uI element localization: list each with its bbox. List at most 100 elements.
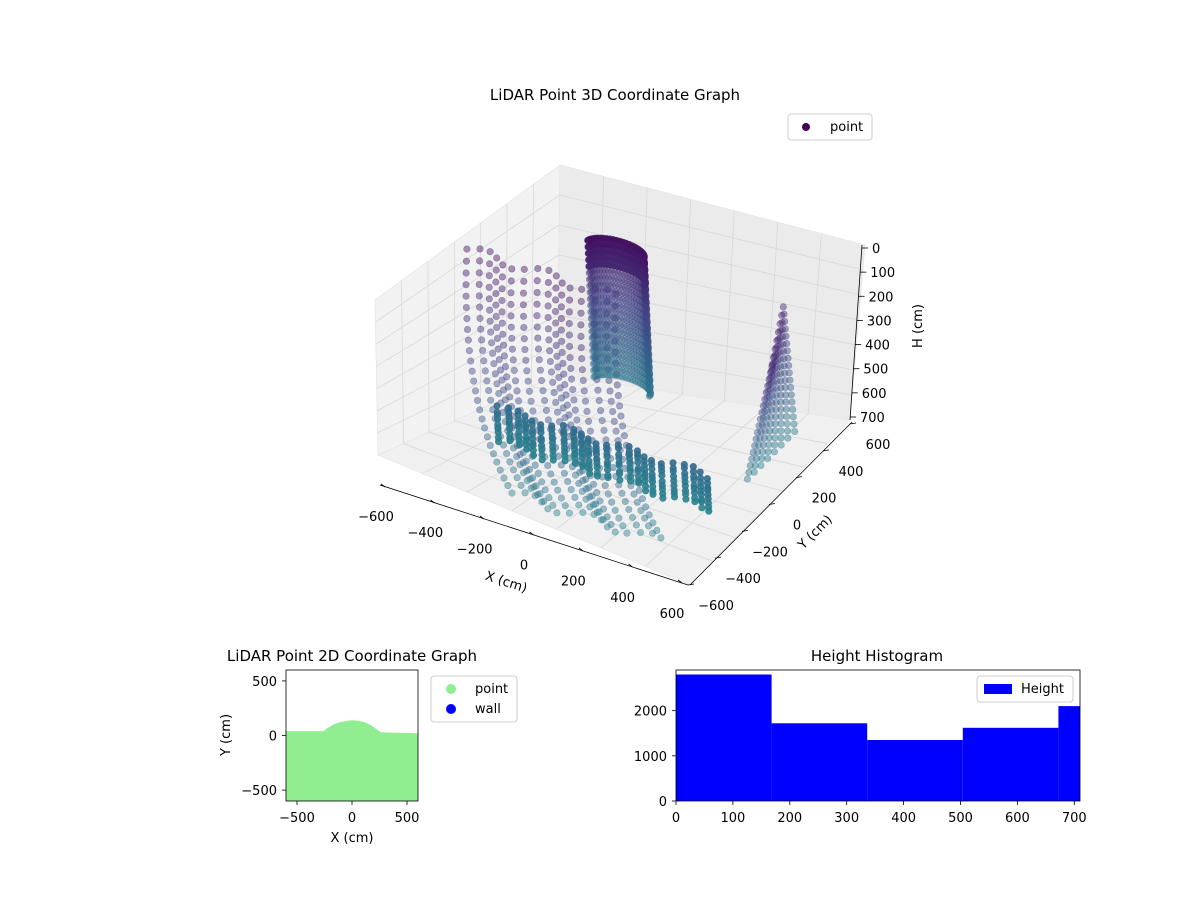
scan-point	[653, 526, 661, 535]
scan-point	[579, 376, 587, 385]
scan-point	[757, 428, 765, 436]
scan-point	[779, 303, 787, 311]
scan-point	[578, 285, 586, 293]
scan-point	[691, 498, 699, 506]
scan-point	[576, 468, 584, 476]
scan-point	[588, 327, 596, 336]
scan-point	[776, 334, 784, 342]
scan-point	[468, 367, 476, 375]
chart-2d-title: LiDAR Point 2D Coordinate Graph	[227, 647, 477, 665]
scan-point	[777, 420, 785, 428]
scan-point	[578, 366, 587, 374]
scan-point	[486, 248, 494, 256]
y-axis-label-2d: Y (cm)	[219, 714, 234, 757]
scan-point	[517, 481, 525, 489]
scan-point	[780, 310, 788, 318]
scan-point	[522, 457, 530, 465]
scan-point	[769, 354, 778, 362]
grid-line	[505, 397, 805, 468]
scan-point	[593, 472, 602, 480]
scan-point	[781, 325, 789, 333]
scan-point	[590, 373, 598, 381]
y-tick-label: 400	[839, 465, 864, 480]
scan-point	[626, 467, 634, 475]
legend-3d: point	[787, 113, 873, 141]
scan-point	[533, 288, 541, 297]
scan-point	[498, 296, 506, 305]
scan-point	[490, 360, 498, 368]
scan-point	[578, 487, 586, 496]
scan-point	[760, 407, 769, 416]
scan-point	[782, 391, 790, 399]
scan-point	[566, 353, 574, 362]
scan-point	[500, 352, 508, 360]
x-tick-label: 0	[348, 811, 356, 826]
scan-point	[557, 494, 566, 502]
scan-point	[519, 312, 528, 320]
scan-point	[773, 356, 782, 365]
scan-point	[506, 458, 514, 466]
scan-point	[533, 277, 541, 285]
scan-point	[493, 458, 501, 466]
scan-point	[752, 455, 761, 463]
scan-point	[600, 426, 608, 434]
scan-point	[764, 448, 772, 456]
scan-point	[785, 361, 793, 370]
scan-point	[758, 421, 766, 429]
scan-point	[584, 236, 592, 244]
scan-point	[509, 466, 518, 474]
scan-point	[783, 413, 791, 421]
histogram-bar	[962, 727, 1059, 801]
scan-point	[552, 341, 560, 350]
scan-point	[522, 356, 530, 364]
scan-point	[772, 384, 781, 393]
scan-point	[589, 360, 598, 368]
histogram-bar	[867, 740, 963, 801]
scan-point	[617, 412, 625, 420]
x-tick-mark	[677, 579, 683, 584]
scan-point	[559, 422, 568, 430]
scan-point	[531, 461, 539, 469]
chart-histogram: Height Histogram 0 100 200 300 400 500 600 700 …	[634, 647, 1087, 826]
scan-point	[771, 434, 779, 442]
scan-point	[577, 309, 585, 317]
scan-point	[530, 483, 538, 491]
histogram-bar	[1058, 706, 1080, 801]
scan-point	[777, 384, 785, 392]
scan-point	[633, 498, 641, 506]
scan-point	[765, 441, 773, 449]
scan-point	[587, 308, 595, 316]
scan-point	[477, 325, 485, 333]
scan-point	[772, 344, 780, 352]
scan-point	[562, 391, 570, 399]
scan-point	[589, 480, 598, 488]
grid-line	[645, 413, 809, 567]
scan-point	[549, 456, 557, 464]
scan-point	[584, 417, 593, 425]
scan-point	[751, 442, 759, 450]
z-tick-label: 0	[872, 242, 880, 257]
scan-point	[776, 320, 784, 328]
scan-point	[531, 492, 539, 500]
histogram-bar	[771, 723, 868, 801]
scan-point	[645, 511, 653, 519]
scan-point	[634, 458, 642, 466]
scan-point	[538, 456, 546, 464]
scan-point	[521, 489, 529, 497]
scan-point	[536, 366, 545, 374]
scan-point	[509, 444, 518, 452]
scan-point	[584, 249, 593, 257]
histogram-x-ticks: 0 100 200 300 400 500 600 700	[672, 801, 1087, 826]
scan-point	[588, 340, 597, 349]
scan-point	[544, 278, 553, 287]
y-tick-label: −400	[725, 572, 761, 587]
scan-point	[579, 462, 587, 470]
scan-point	[499, 261, 507, 269]
scan-point	[499, 341, 508, 349]
y-tick-label: 0	[269, 730, 277, 745]
scan-point	[487, 328, 495, 336]
scan-point	[578, 453, 587, 462]
scan-point	[551, 296, 560, 304]
scan-point	[561, 502, 569, 510]
scan-point	[789, 413, 797, 421]
